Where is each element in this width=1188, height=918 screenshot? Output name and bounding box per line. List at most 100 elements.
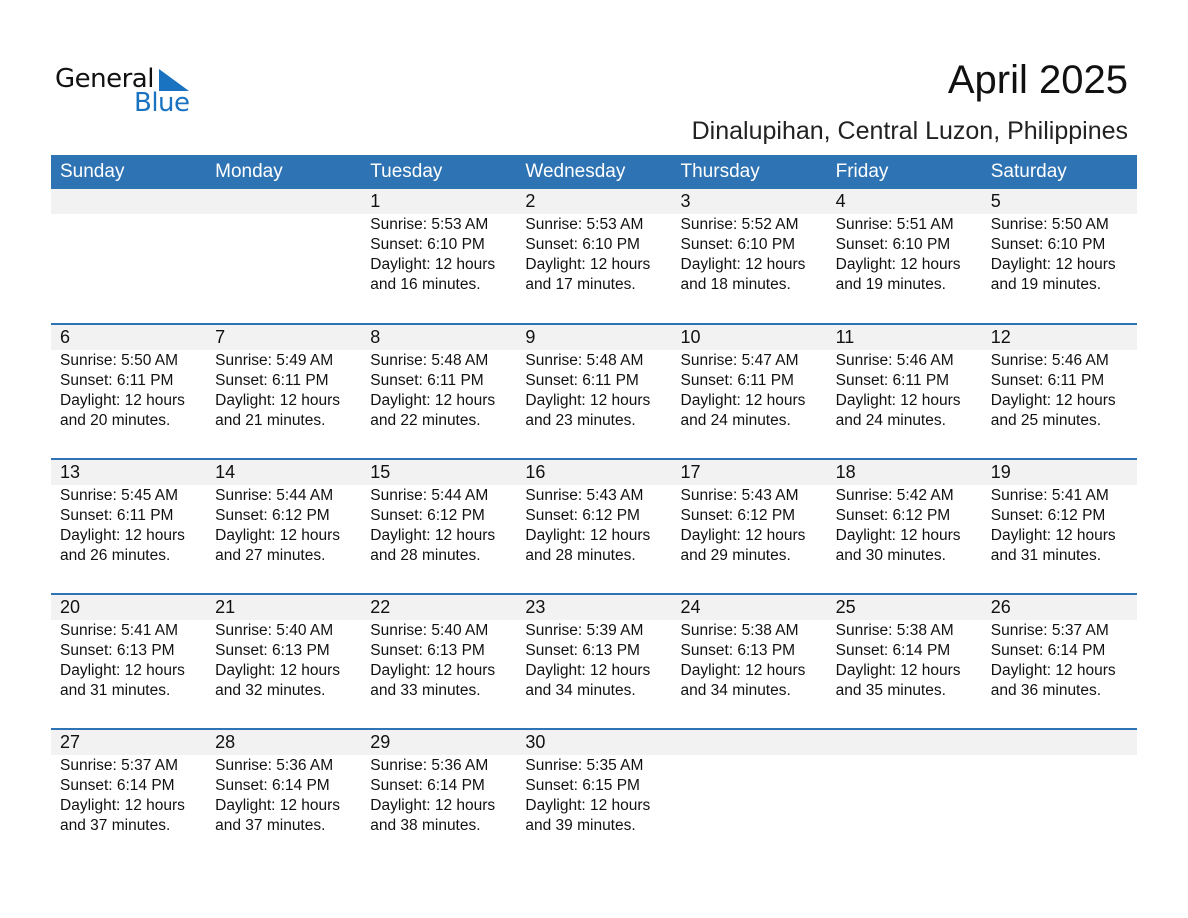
sunrise-text: Sunrise: 5:53 AM (370, 216, 489, 233)
day-cell: 10 Sunrise: 5:47 AM Sunset: 6:11 PM Dayligh… (672, 325, 827, 458)
day-cell: 26 Sunrise: 5:37 AM Sunset: 6:14 PM Dayligh… (982, 595, 1137, 728)
day-cell: 4 Sunrise: 5:51 AM Sunset: 6:10 PM Daylight… (827, 189, 982, 324)
day-number: 9 (525, 327, 536, 347)
day-cell: 9 Sunrise: 5:48 AM Sunset: 6:11 PM Daylight… (516, 325, 671, 458)
date-band (51, 595, 1137, 620)
sunrise-text: Sunrise: 5:50 AM (990, 216, 1109, 233)
sunrise-text: Sunrise: 5:48 AM (370, 352, 489, 369)
empty-day-cell (672, 730, 827, 863)
day-cell: 12 Sunrise: 5:46 AM Sunset: 6:11 PM Dayligh… (982, 325, 1137, 458)
day-cell: 21 Sunrise: 5:40 AM Sunset: 6:13 PM Dayligh… (206, 595, 361, 728)
day-cell: 11 Sunrise: 5:46 AM Sunset: 6:11 PM Dayligh… (827, 325, 982, 458)
daylight-text: Daylight: 12 hours (60, 662, 185, 679)
sunset-text: Sunset: 6:12 PM (990, 507, 1106, 524)
weekday-tuesday: Tuesday (370, 161, 443, 182)
day-cell: 5 Sunrise: 5:50 AM Sunset: 6:10 PM Daylight… (982, 189, 1137, 324)
sunset-text: Sunset: 6:11 PM (680, 372, 794, 389)
sunrise-text: Sunrise: 5:40 AM (370, 622, 489, 639)
daylight-text: Daylight: 12 hours (525, 662, 651, 679)
daylight-minutes-text: and 20 minutes. (60, 412, 171, 429)
day-number: 7 (215, 327, 226, 347)
day-cell: 29 Sunrise: 5:36 AM Sunset: 6:14 PM Dayligh… (361, 730, 516, 863)
daylight-text: Daylight: 12 hours (835, 527, 961, 544)
day-cell: 6 Sunrise: 5:50 AM Sunset: 6:11 PM Daylight… (51, 325, 206, 458)
daylight-text: Daylight: 12 hours (525, 797, 651, 814)
day-cell: 1 Sunrise: 5:53 AM Sunset: 6:10 PM Daylight… (361, 189, 516, 324)
day-cell: 28 Sunrise: 5:36 AM Sunset: 6:14 PM Dayligh… (206, 730, 361, 863)
daylight-minutes-text: and 36 minutes. (990, 682, 1102, 699)
sunset-text: Sunset: 6:10 PM (525, 236, 640, 253)
daylight-minutes-text: and 21 minutes. (215, 412, 326, 429)
daylight-text: Daylight: 12 hours (370, 256, 496, 273)
daylight-text: Daylight: 12 hours (370, 392, 496, 409)
daylight-text: Daylight: 12 hours (60, 392, 185, 409)
sunrise-text: Sunrise: 5:37 AM (60, 757, 179, 774)
day-cell: 25 Sunrise: 5:38 AM Sunset: 6:14 PM Dayligh… (827, 595, 982, 728)
daylight-minutes-text: and 19 minutes. (835, 276, 946, 293)
sunrise-text: Sunrise: 5:40 AM (215, 622, 334, 639)
week-row: 6 Sunrise: 5:50 AM Sunset: 6:11 PM Daylight… (51, 323, 1137, 458)
sunset-text: Sunset: 6:10 PM (680, 236, 796, 253)
day-cell: 15 Sunrise: 5:44 AM Sunset: 6:12 PM Dayligh… (361, 460, 516, 593)
day-number: 28 (215, 732, 236, 752)
daylight-minutes-text: and 28 minutes. (525, 547, 636, 564)
sunrise-text: Sunrise: 5:47 AM (680, 352, 799, 369)
sunset-text: Sunset: 6:12 PM (370, 507, 485, 524)
daylight-text: Daylight: 12 hours (835, 256, 961, 273)
daylight-text: Daylight: 12 hours (680, 256, 806, 273)
sunrise-text: Sunrise: 5:38 AM (680, 622, 799, 639)
day-number: 4 (835, 191, 846, 211)
date-band (51, 460, 1137, 485)
sunset-text: Sunset: 6:11 PM (525, 372, 639, 389)
sunset-text: Sunset: 6:11 PM (835, 372, 950, 389)
day-number: 30 (525, 732, 546, 752)
daylight-minutes-text: and 34 minutes. (525, 682, 636, 699)
daylight-text: Daylight: 12 hours (680, 527, 806, 544)
day-cell: 13 Sunrise: 5:45 AM Sunset: 6:11 PM Dayligh… (51, 460, 206, 593)
weekday-thursday: Thursday (680, 161, 760, 182)
daylight-text: Daylight: 12 hours (835, 392, 961, 409)
sunrise-text: Sunrise: 5:45 AM (60, 487, 179, 504)
daylight-text: Daylight: 12 hours (215, 662, 341, 679)
sunset-text: Sunset: 6:15 PM (525, 777, 640, 794)
day-cell: 14 Sunrise: 5:44 AM Sunset: 6:12 PM Dayligh… (206, 460, 361, 593)
day-cell: 20 Sunrise: 5:41 AM Sunset: 6:13 PM Dayligh… (51, 595, 206, 728)
daylight-text: Daylight: 12 hours (60, 527, 185, 544)
day-number: 27 (60, 732, 81, 752)
daylight-text: Daylight: 12 hours (990, 392, 1116, 409)
day-number: 20 (60, 597, 81, 617)
daylight-minutes-text: and 34 minutes. (680, 682, 791, 699)
date-band (51, 730, 1137, 755)
sunrise-text: Sunrise: 5:37 AM (990, 622, 1109, 639)
day-number: 19 (990, 462, 1011, 482)
sunset-text: Sunset: 6:14 PM (990, 642, 1106, 659)
daylight-minutes-text: and 31 minutes. (990, 547, 1102, 564)
daylight-minutes-text: and 22 minutes. (370, 412, 481, 429)
daylight-minutes-text: and 38 minutes. (370, 817, 481, 834)
sunset-text: Sunset: 6:11 PM (370, 372, 484, 389)
sunrise-text: Sunrise: 5:50 AM (60, 352, 179, 369)
sunrise-text: Sunrise: 5:44 AM (215, 487, 334, 504)
daylight-text: Daylight: 12 hours (525, 256, 651, 273)
logo-word-general: General (55, 64, 154, 94)
sunrise-text: Sunrise: 5:36 AM (215, 757, 334, 774)
day-cell: 30 Sunrise: 5:35 AM Sunset: 6:15 PM Dayligh… (516, 730, 671, 863)
day-number: 24 (680, 597, 701, 617)
sunrise-text: Sunrise: 5:36 AM (370, 757, 489, 774)
daylight-text: Daylight: 12 hours (990, 527, 1116, 544)
sunset-text: Sunset: 6:13 PM (680, 642, 796, 659)
sunset-text: Sunset: 6:13 PM (215, 642, 330, 659)
sunset-text: Sunset: 6:13 PM (370, 642, 485, 659)
sunset-text: Sunset: 6:12 PM (525, 507, 640, 524)
daylight-text: Daylight: 12 hours (990, 256, 1116, 273)
day-number: 18 (835, 462, 856, 482)
day-number: 17 (680, 462, 701, 482)
daylight-text: Daylight: 12 hours (60, 797, 185, 814)
day-number: 10 (680, 327, 701, 347)
daylight-minutes-text: and 31 minutes. (60, 682, 171, 699)
day-cell: 27 Sunrise: 5:37 AM Sunset: 6:14 PM Dayligh… (51, 730, 206, 863)
daylight-text: Daylight: 12 hours (370, 527, 496, 544)
empty-day-cell (982, 730, 1137, 863)
day-cell: 22 Sunrise: 5:40 AM Sunset: 6:13 PM Dayligh… (361, 595, 516, 728)
week-row: 13 Sunrise: 5:45 AM Sunset: 6:11 PM Dayligh… (51, 458, 1137, 593)
